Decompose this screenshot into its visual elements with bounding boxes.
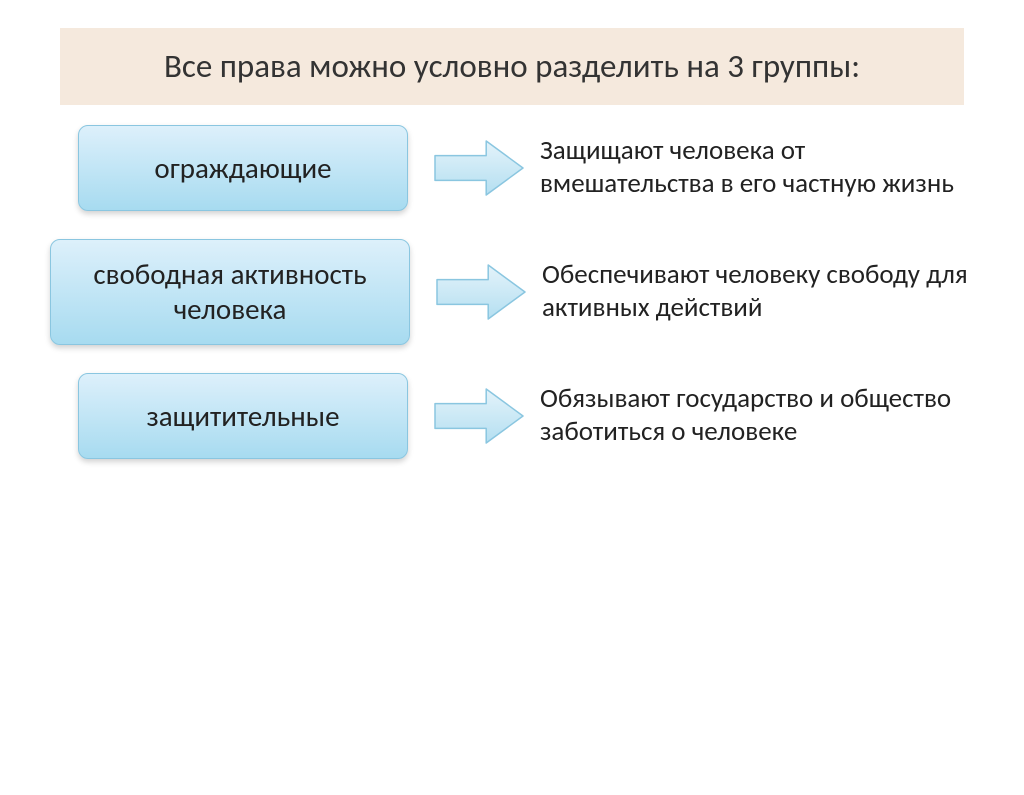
desc-3: Обязывают государство и общество заботит… (540, 383, 974, 449)
desc-1: Защищают человека от вмешательства в его… (540, 135, 974, 201)
rows-container: ограждающие Защищают человека от вмешате… (0, 125, 1024, 459)
desc-3-text: Обязывают государство и общество заботит… (540, 382, 951, 448)
title-text: Все права можно условно разделить на 3 г… (164, 46, 860, 86)
desc-1-text: Защищают человека от вмешательства в его… (540, 134, 954, 200)
box-2-label: свободная активность человека (65, 257, 395, 327)
box-3: защитительные (78, 373, 408, 459)
row-1: ограждающие Защищают человека от вмешате… (50, 125, 974, 211)
desc-2-text: Обеспечивают человеку свободу для активн… (542, 258, 968, 324)
arrow-right-icon (434, 388, 524, 444)
box-1: ограждающие (78, 125, 408, 211)
arrow-right-icon (436, 264, 526, 320)
title-bar: Все права можно условно разделить на 3 г… (60, 28, 964, 105)
arrow-right-icon (434, 140, 524, 196)
box-3-label: защитительные (146, 399, 339, 434)
row-2: свободная активность человека Обеспечива… (50, 239, 974, 345)
box-1-label: ограждающие (154, 151, 331, 186)
row-3: защитительные Обязывают государство и об… (50, 373, 974, 459)
desc-2: Обеспечивают человеку свободу для активн… (542, 259, 974, 325)
box-2: свободная активность человека (50, 239, 410, 345)
